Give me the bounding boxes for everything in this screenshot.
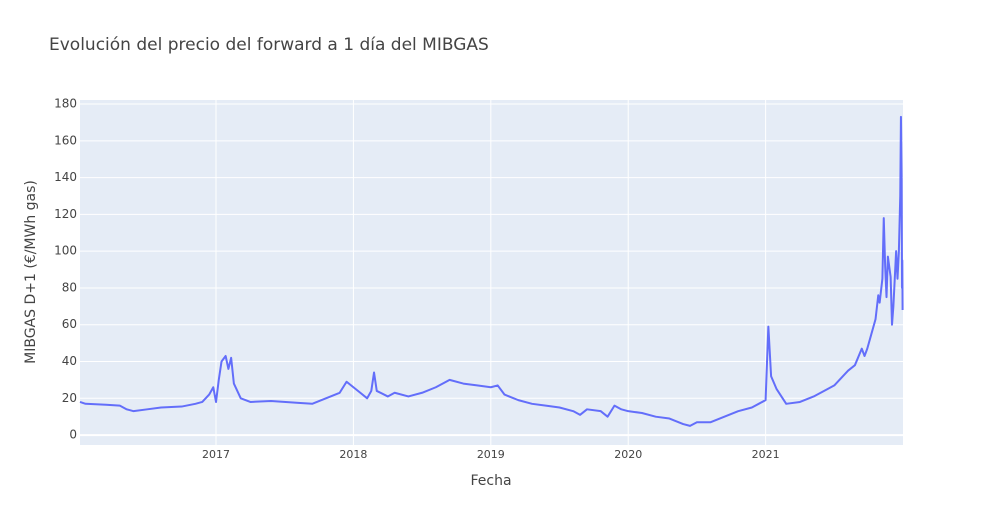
y-tick-label: 180 — [54, 97, 77, 111]
y-tick-label: 100 — [54, 244, 77, 258]
chart-title: Evolución del precio del forward a 1 día… — [49, 35, 489, 55]
data-line — [79, 115, 904, 427]
y-tick-label: 40 — [62, 354, 77, 368]
y-tick-label: 140 — [54, 170, 77, 184]
y-tick-label: 120 — [54, 207, 77, 221]
y-tick-label: 20 — [62, 391, 77, 405]
x-tick-label: 2019 — [477, 448, 505, 461]
y-tick-label: 160 — [54, 133, 77, 147]
y-tick-label: 60 — [62, 317, 77, 331]
y-axis-title: MIBGAS D+1 (€/MWh gas) — [23, 180, 39, 364]
x-tick-label: 2017 — [202, 448, 230, 461]
x-tick-label: 2018 — [339, 448, 367, 461]
x-axis-title: Fecha — [470, 473, 511, 489]
y-tick-label: 0 — [69, 428, 77, 442]
x-tick-label: 2020 — [614, 448, 642, 461]
y-tick-label: 80 — [62, 280, 77, 294]
x-tick-label: 2021 — [752, 448, 780, 461]
